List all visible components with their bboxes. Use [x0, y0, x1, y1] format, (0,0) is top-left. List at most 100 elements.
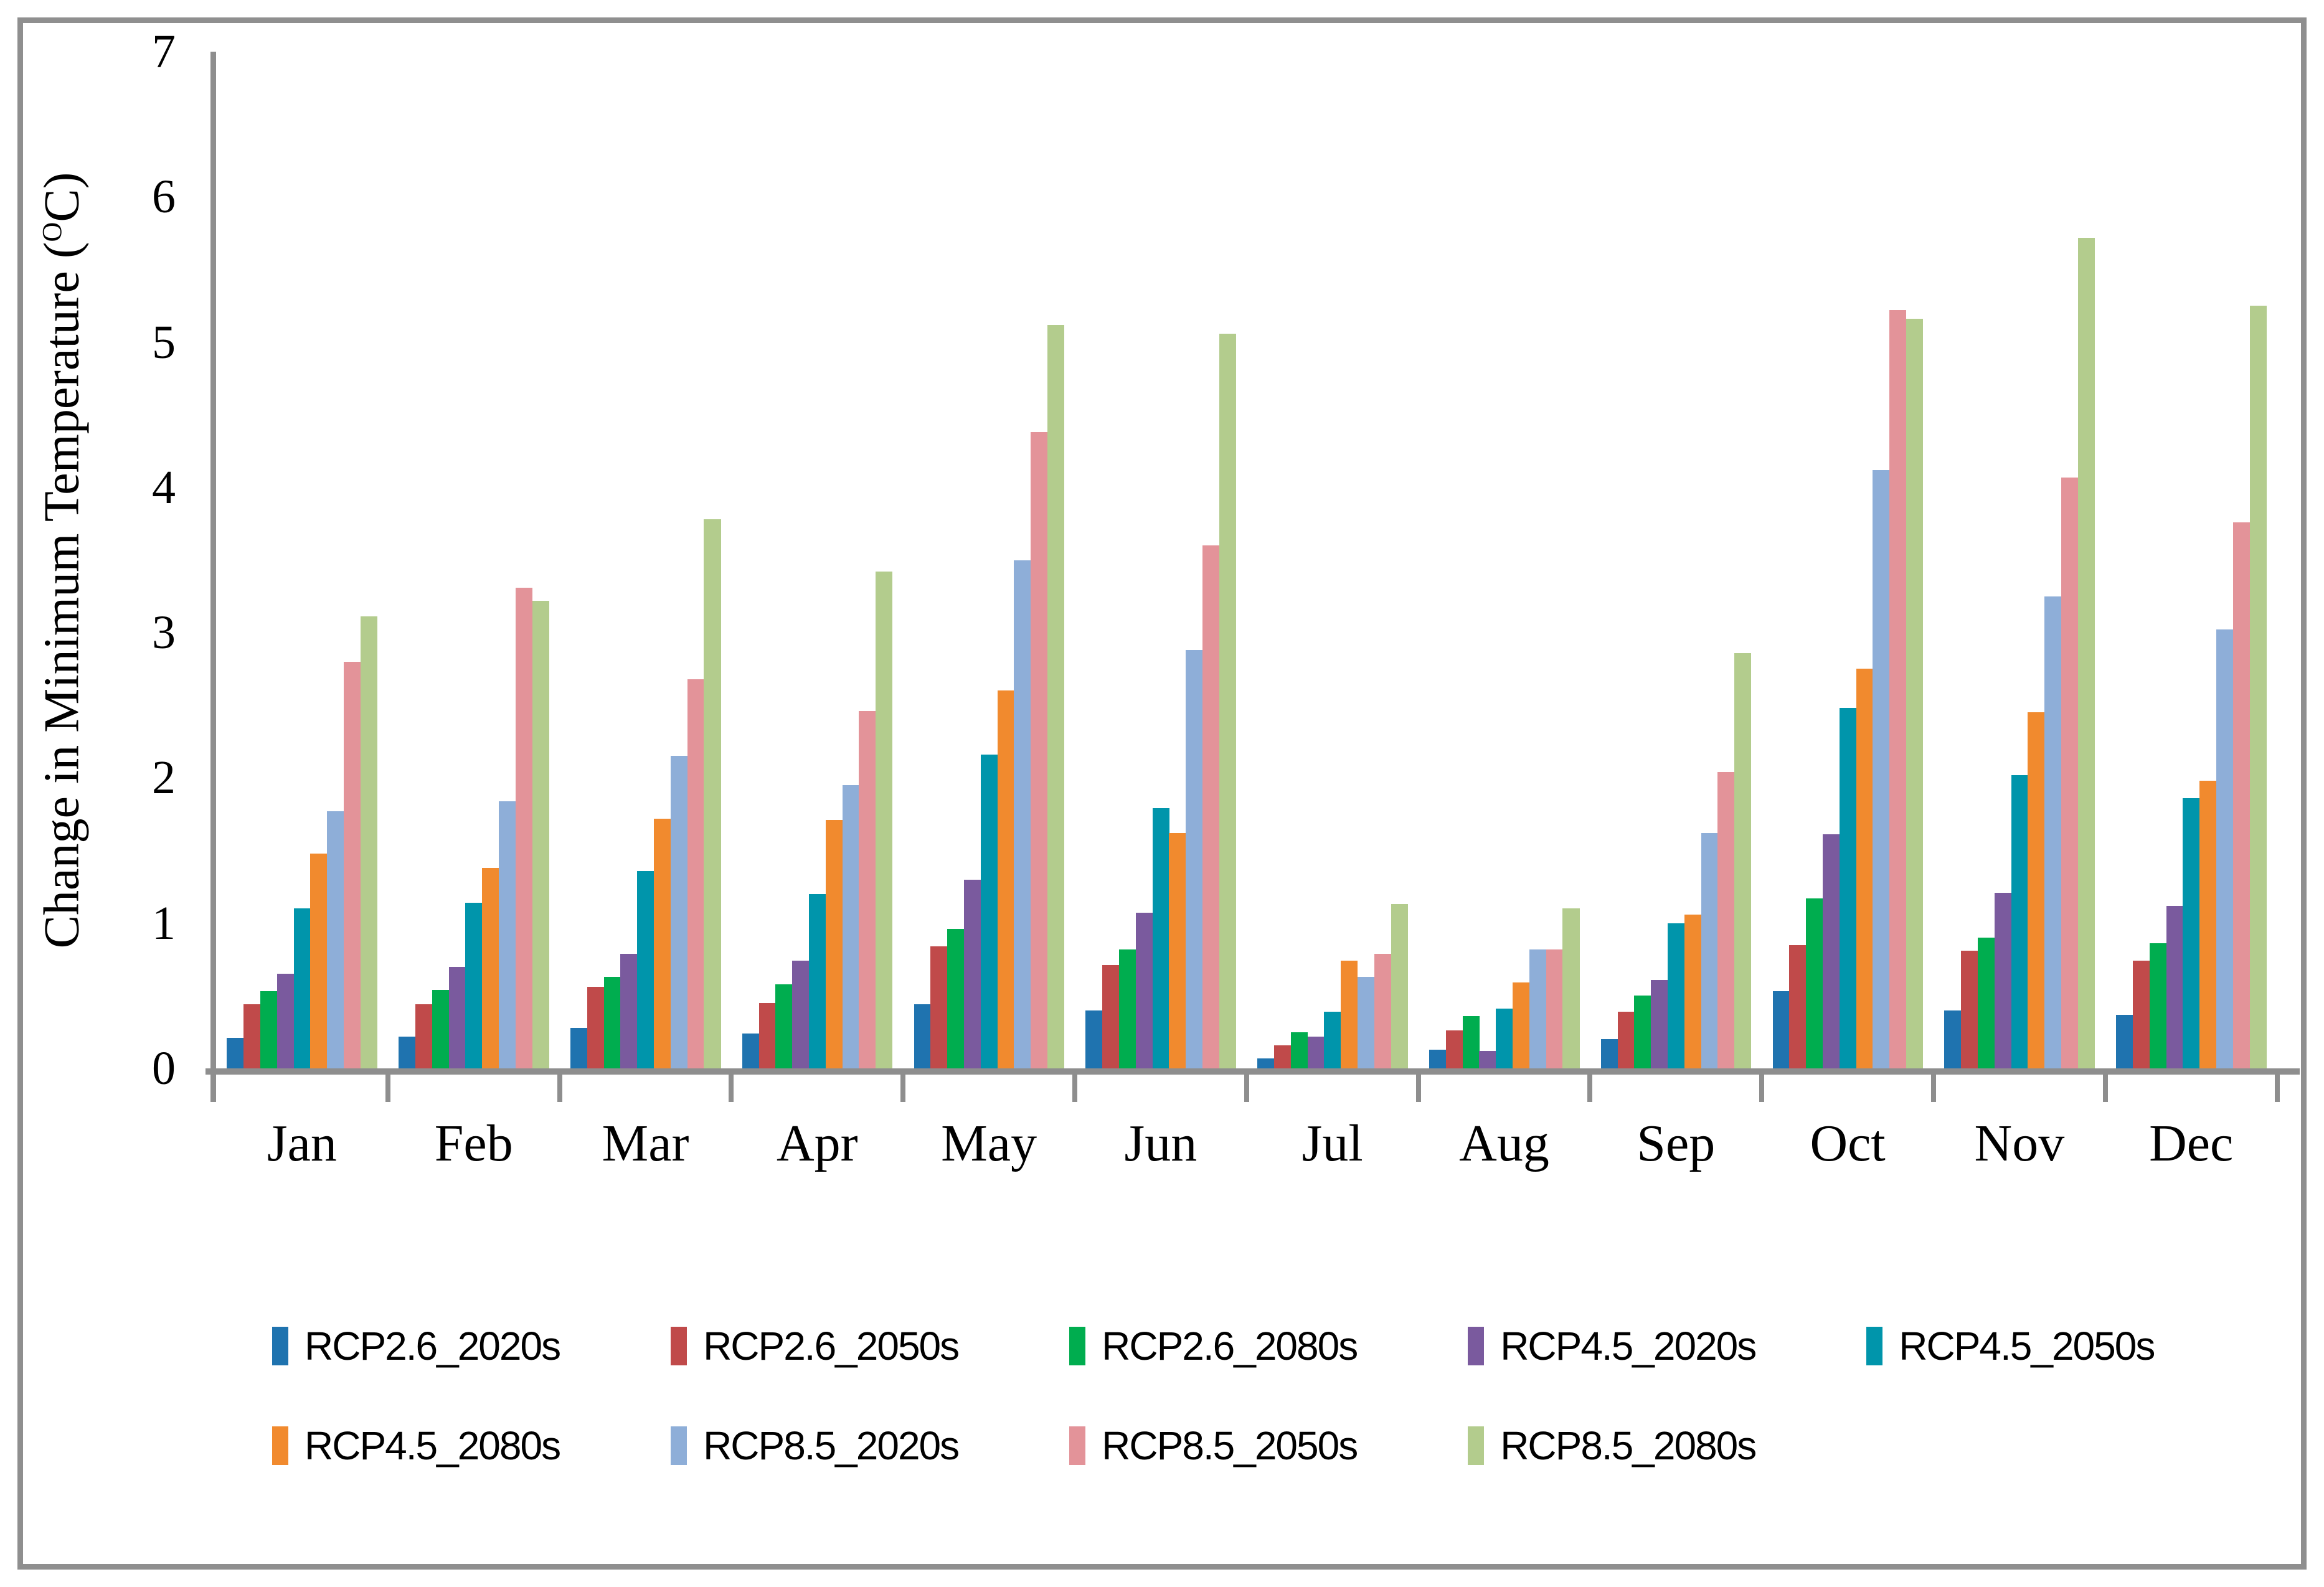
- bar-RCP8.5_2050s-Jul: [1374, 953, 1391, 1068]
- bar-RCP8.5_2020s-Mar: [670, 756, 687, 1068]
- bar-RCP8.5_2050s-Jan: [343, 661, 361, 1068]
- bar-RCP4.5_2020s-Feb: [448, 966, 466, 1068]
- bar-RCP2.6_2050s-Dec: [2132, 961, 2150, 1068]
- legend-item-RCP2.6_2020s: RCP2.6_2020s: [272, 1324, 561, 1368]
- legend-item-RCP8.5_2050s: RCP8.5_2050s: [1069, 1423, 1358, 1468]
- bar-RCP8.5_2050s-Oct: [1889, 310, 1907, 1068]
- legend-item-RCP2.6_2050s: RCP2.6_2050s: [671, 1326, 960, 1366]
- bar-RCP8.5_2020s-Oct: [1873, 469, 1890, 1068]
- bar-RCP4.5_2020s-Jul: [1307, 1036, 1325, 1068]
- y-tick-label: 4: [152, 461, 176, 514]
- bar-RCP4.5_2050s-Jul: [1324, 1012, 1341, 1068]
- bar-RCP2.6_2020s-Apr: [742, 1034, 759, 1068]
- bar-RCP8.5_2050s-Mar: [687, 679, 704, 1068]
- bar-RCP2.6_2050s-Aug: [1445, 1030, 1463, 1068]
- bar-RCP4.5_2050s-Sep: [1667, 923, 1685, 1068]
- bar-RCP2.6_2020s-Sep: [1600, 1039, 1618, 1068]
- bar-RCP4.5_2080s-Apr: [825, 820, 843, 1068]
- x-axis-tick: [1244, 1075, 1249, 1102]
- x-category-label-Jan: Jan: [267, 1114, 337, 1172]
- y-axis-title-main: Change in Minimum Temperature (: [34, 242, 90, 949]
- x-category-label-Nov: Nov: [1974, 1114, 2065, 1172]
- bar-RCP8.5_2020s-Jun: [1186, 650, 1203, 1068]
- bar-RCP8.5_2080s-Nov: [2077, 237, 2095, 1068]
- bar-RCP2.6_2080s-May: [947, 929, 965, 1068]
- y-tick-label: 5: [152, 316, 176, 369]
- bar-RCP8.5_2080s-Feb: [532, 600, 549, 1068]
- x-axis-tick: [1759, 1075, 1765, 1102]
- legend-label: RCP2.6_2020s: [305, 1324, 561, 1368]
- bar-RCP8.5_2020s-Jul: [1357, 977, 1375, 1068]
- bar-RCP8.5_2050s-Feb: [515, 587, 532, 1068]
- x-axis-tick: [729, 1075, 734, 1102]
- legend-swatch-icon: [272, 1327, 288, 1365]
- bar-RCP4.5_2050s-Aug: [1496, 1009, 1513, 1068]
- bar-RCP4.5_2080s-Sep: [1684, 914, 1701, 1068]
- bar-RCP2.6_2020s-Jun: [1085, 1010, 1103, 1068]
- bar-RCP2.6_2050s-Nov: [1961, 951, 1978, 1068]
- bar-RCP4.5_2080s-May: [997, 690, 1014, 1068]
- bar-RCP4.5_2020s-Dec: [2166, 905, 2183, 1068]
- legend-swatch-icon: [671, 1426, 687, 1465]
- legend-label: RCP8.5_2050s: [1102, 1423, 1358, 1468]
- x-category-label-Aug: Aug: [1459, 1114, 1549, 1172]
- bar-RCP4.5_2080s-Jan: [310, 853, 328, 1068]
- bar-RCP2.6_2020s-Jan: [227, 1038, 244, 1068]
- legend-item-RCP8.5_2020s: RCP8.5_2020s: [671, 1426, 960, 1466]
- bar-RCP8.5_2080s-Apr: [876, 572, 893, 1068]
- y-axis-line: [210, 52, 216, 1102]
- bar-RCP4.5_2020s-Aug: [1479, 1051, 1496, 1068]
- bar-RCP4.5_2080s-Oct: [1856, 669, 1873, 1068]
- bar-RCP2.6_2020s-Nov: [1944, 1010, 1962, 1068]
- y-tick-label: 7: [152, 26, 176, 78]
- x-axis-tick: [2274, 1075, 2280, 1102]
- x-axis-line: [205, 1068, 2300, 1075]
- bar-RCP4.5_2020s-Sep: [1651, 979, 1668, 1068]
- bar-RCP4.5_2020s-Jan: [276, 974, 294, 1068]
- bar-RCP4.5_2050s-Jan: [293, 908, 311, 1068]
- legend-row: RCP4.5_2080s RCP8.5_2020s RCP8.5_2050s RCP8…: [272, 1426, 2287, 1466]
- bar-RCP8.5_2020s-Feb: [498, 801, 516, 1068]
- bar-RCP8.5_2050s-Jun: [1202, 545, 1220, 1068]
- legend-label: RCP4.5_2080s: [305, 1423, 561, 1468]
- bar-RCP8.5_2050s-Dec: [2232, 522, 2250, 1068]
- legend-swatch-icon: [1866, 1327, 1883, 1365]
- y-axis-title: Change in Minimum Temperature (OC): [34, 172, 91, 949]
- x-axis-tick: [900, 1075, 906, 1102]
- bar-RCP2.6_2080s-Jul: [1290, 1032, 1308, 1068]
- bar-RCP8.5_2080s-Jul: [1391, 904, 1408, 1068]
- x-axis-tick: [1587, 1075, 1593, 1102]
- bar-RCP2.6_2020s-May: [914, 1004, 931, 1068]
- bar-RCP2.6_2080s-Jan: [260, 991, 278, 1068]
- bar-RCP2.6_2050s-Apr: [758, 1003, 776, 1068]
- bar-RCP4.5_2020s-May: [963, 879, 981, 1068]
- bar-RCP8.5_2020s-Apr: [842, 785, 859, 1068]
- bar-RCP2.6_2080s-Mar: [603, 977, 621, 1068]
- bar-RCP2.6_2020s-Dec: [2116, 1014, 2133, 1068]
- bar-RCP8.5_2020s-Sep: [1701, 833, 1718, 1068]
- bar-RCP8.5_2020s-Dec: [2216, 629, 2234, 1068]
- bar-RCP2.6_2050s-Oct: [1789, 944, 1807, 1068]
- x-category-label-Jun: Jun: [1124, 1114, 1197, 1172]
- y-axis-title-tail: C): [34, 172, 90, 222]
- y-tick-label: 2: [152, 751, 176, 804]
- bar-RCP4.5_2080s-Feb: [482, 868, 499, 1068]
- bar-RCP8.5_2050s-Sep: [1717, 772, 1735, 1068]
- bar-RCP2.6_2080s-Sep: [1634, 996, 1651, 1068]
- bar-RCP8.5_2080s-Jun: [1219, 333, 1236, 1068]
- legend-item-RCP8.5_2080s: RCP8.5_2080s: [1468, 1426, 1757, 1466]
- x-category-label-Oct: Oct: [1810, 1114, 1886, 1172]
- bar-RCP4.5_2050s-May: [980, 755, 998, 1068]
- y-tick-label: 6: [152, 171, 176, 224]
- bar-RCP8.5_2020s-Jan: [327, 811, 344, 1068]
- legend: RCP2.6_2020s RCP2.6_2050s RCP2.6_2080s RCP4…: [272, 1326, 2287, 1525]
- legend-swatch-icon: [1069, 1426, 1086, 1465]
- bar-RCP4.5_2050s-Oct: [1839, 708, 1856, 1068]
- x-axis-tick: [557, 1075, 562, 1102]
- x-category-label-Apr: Apr: [776, 1114, 858, 1172]
- bar-RCP2.6_2020s-Aug: [1429, 1049, 1447, 1068]
- legend-item-RCP2.6_2080s: RCP2.6_2080s: [1069, 1326, 1358, 1366]
- legend-swatch-icon: [1468, 1426, 1485, 1465]
- y-tick-label: 3: [152, 606, 176, 659]
